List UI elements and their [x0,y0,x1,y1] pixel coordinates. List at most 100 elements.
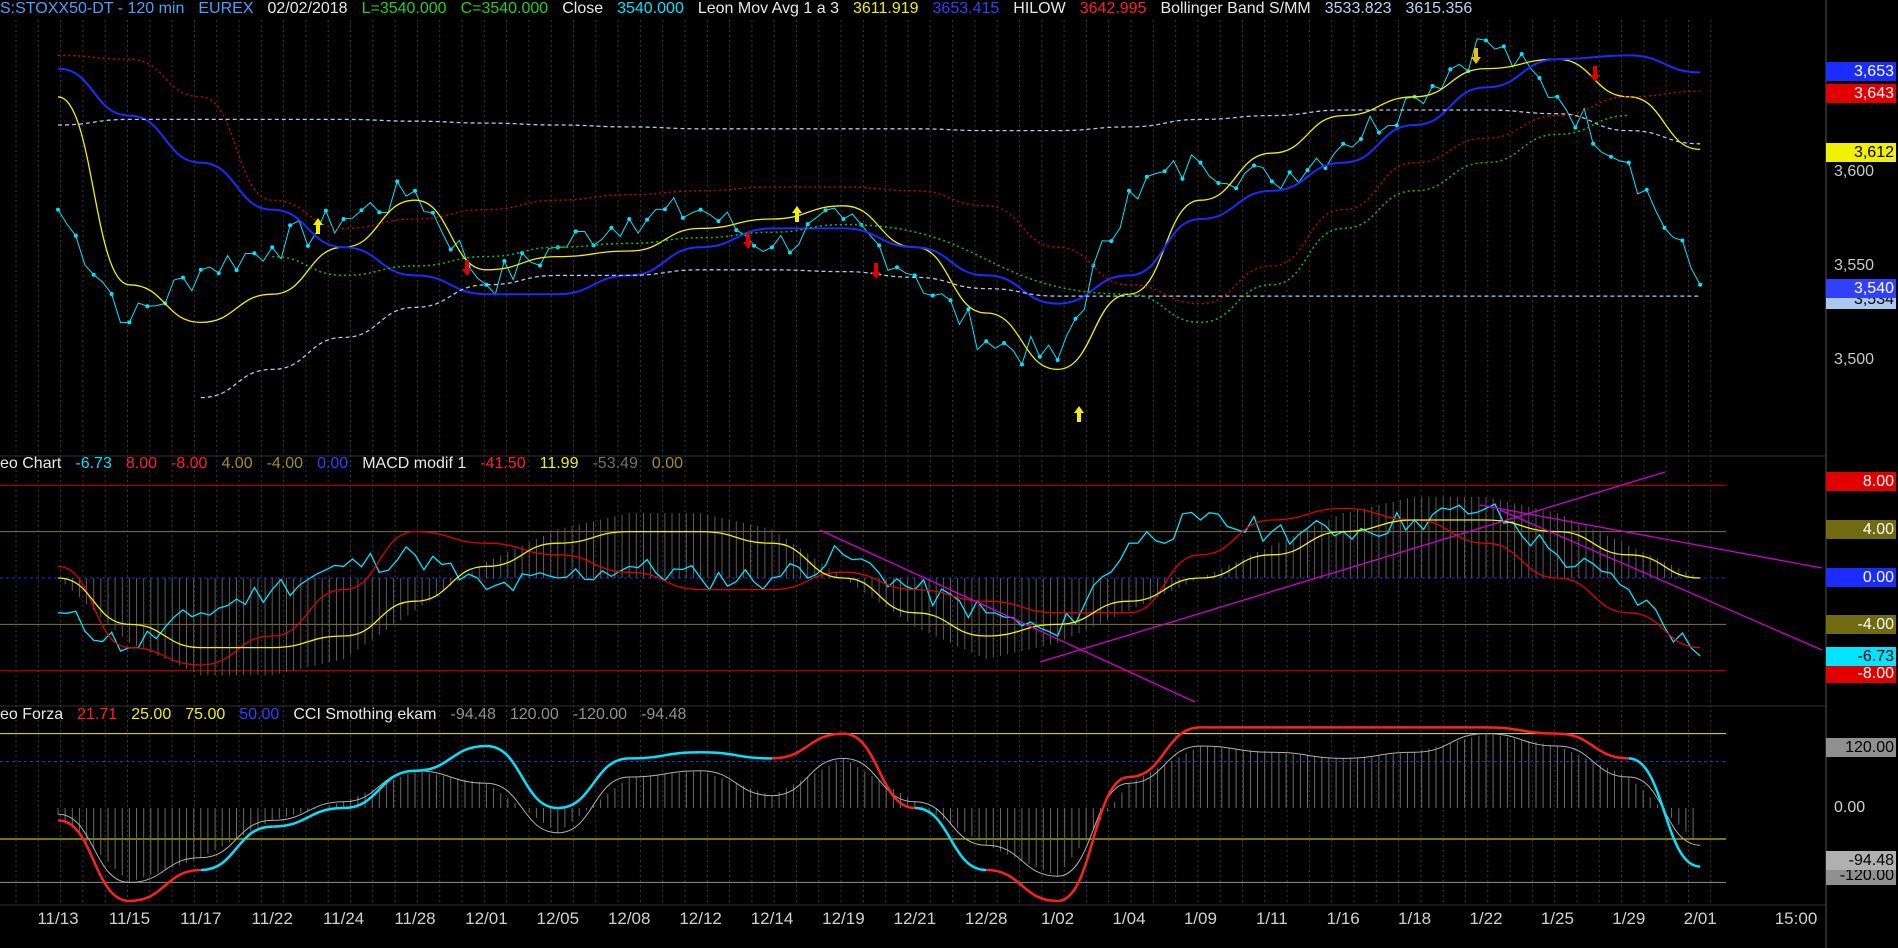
forza-value-2: 25.00 [131,706,172,723]
time-axis-tick-label: 2/01 [1683,909,1717,928]
price-tag-ma-blue: 3,653 [1826,62,1896,81]
close-point [841,217,846,221]
green-signal-series [272,114,1629,324]
close-point [1537,76,1542,80]
close-point [73,233,78,238]
hilow-value: 3642.995 [1079,0,1147,17]
close-point [395,179,400,184]
ma-label: Leon Mov Avg 1 a 3 [697,0,839,17]
signal-arrow-down-icon [462,260,472,276]
close-point [1055,358,1060,362]
cci-series-segment [200,825,273,872]
close-point [1430,84,1435,88]
cci-series-segment [700,750,773,760]
close-point [502,259,507,263]
close-point [698,207,703,212]
close-point [377,210,382,215]
close-point [912,273,917,278]
time-axis-tick-label: 1/02 [1041,909,1075,928]
macd-yellow-series [57,519,1701,649]
close-point [288,223,293,228]
macd-value-1: -41.50 [480,455,526,472]
time-axis-tick-label: 12/12 [679,909,722,928]
oscillator-value-4: 4.00 [221,455,253,472]
symbol-label: S:STOXX50-DT - 120 min [0,0,185,17]
hilow-series [57,54,1701,305]
time-axis-tick-label: 1/29 [1612,909,1646,928]
close-point [752,243,757,248]
close-point [1359,137,1363,141]
signal-arrow-up-icon [1074,406,1084,422]
signal-arrow-down-icon [871,263,881,279]
close-point [1501,44,1506,49]
forza-value-3: 75.00 [185,706,226,723]
ma-blue-series [57,54,1701,305]
close-point [198,267,203,272]
cci-value-2: 120.00 [509,706,559,723]
time-axis-tick-label: 12/19 [822,909,865,928]
close-point [1644,187,1649,192]
trendline [819,529,1196,703]
close-point [805,222,810,227]
time-axis-tick-label: 12/01 [465,909,508,928]
date-label: 02/02/2018 [267,0,348,17]
ma-value-2: 3653.415 [932,0,1000,17]
price-axis-label-3550: 3,550 [1834,257,1875,274]
close-point [1162,169,1167,174]
low-value: L=3540.000 [361,0,447,17]
close-point [484,282,489,287]
oscillator-value-3: -8.00 [170,455,208,472]
time-axis-tick-label: 12/28 [964,909,1008,928]
cci-value-1: -94.48 [450,706,496,723]
time-axis-tick-label: 1/09 [1183,909,1217,928]
close-point [1216,181,1221,185]
cci-tag-120: 120.00 [1826,738,1896,757]
oscillator-value-2: 8.00 [125,455,157,472]
cci-value-3: -120.00 [572,706,628,723]
time-axis-tick-label: 1/18 [1398,909,1432,928]
time-axis-tick-label: 11/17 [180,909,222,928]
close-point [984,339,989,344]
oscillator-value-1: -6.73 [75,455,112,472]
close-point [1341,141,1346,146]
cci-series-segment [414,744,487,773]
close-point [1109,239,1114,244]
cci-tag-current: -94.48 [1826,851,1896,870]
close-point [145,304,150,309]
time-axis-tick-label: 15:00 [1774,909,1818,928]
close-point [948,298,953,303]
cci-series-segment [1057,775,1130,903]
close-point [877,243,882,248]
close-point [1180,176,1185,181]
bb-value-2: 3615.356 [1405,0,1473,17]
close-point [1484,38,1488,43]
cci-series-segment [557,757,630,810]
time-axis-tick-label: 12/21 [893,909,937,928]
close-point [823,208,828,213]
cci-value-4: -94.48 [641,706,687,723]
close-point [1680,238,1685,243]
bb-lower-series [200,269,1701,399]
close-point [1144,174,1149,179]
macd-cyan-series [57,503,1701,657]
cci-series-segment [1128,726,1201,779]
bb-value-1: 3533.823 [1324,0,1392,17]
close-point [270,245,275,250]
close-point [1555,94,1560,99]
close-value: 3540.000 [617,0,684,17]
time-axis-tick-label: 11/22 [251,909,293,928]
cci-series-segment [986,868,1058,903]
close-point [538,263,542,268]
close-point [1252,163,1256,168]
close-point [966,307,971,312]
close-point [109,292,114,296]
cci-series-segment [1485,726,1558,735]
ma-value-1: 3611.919 [852,0,919,17]
close-point [1037,354,1042,359]
close-point [127,320,132,325]
oscillator-value-5: -4.00 [266,455,304,472]
close-point [341,217,346,221]
bb-label: Bollinger Band S/MM [1160,0,1311,17]
